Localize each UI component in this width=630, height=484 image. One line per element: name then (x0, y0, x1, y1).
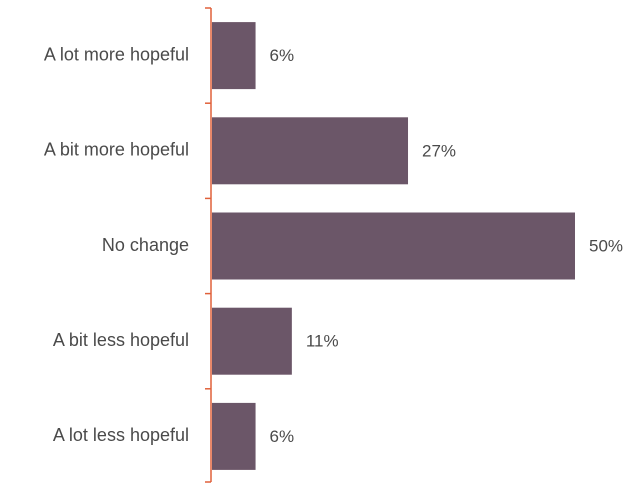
category-label: A lot more hopeful (44, 44, 189, 64)
bar-1 (212, 117, 409, 185)
labels: A lot more hopeful 6% A bit more hopeful 27… (44, 44, 623, 446)
category-label: A bit more hopeful (44, 140, 189, 160)
value-label: 27% (422, 141, 456, 160)
value-label: 11% (306, 332, 339, 351)
bar-3 (212, 307, 292, 375)
category-axis (205, 7, 212, 483)
value-label: 50% (589, 236, 623, 255)
category-label: A bit less hopeful (53, 330, 189, 350)
value-label: 6% (270, 46, 295, 65)
bar-2 (212, 212, 575, 280)
category-label: A lot less hopeful (53, 425, 189, 445)
bars (212, 22, 575, 470)
bar-4 (212, 402, 256, 470)
value-label: 6% (270, 427, 295, 446)
category-label: No change (102, 235, 189, 255)
bar-0 (212, 22, 256, 90)
